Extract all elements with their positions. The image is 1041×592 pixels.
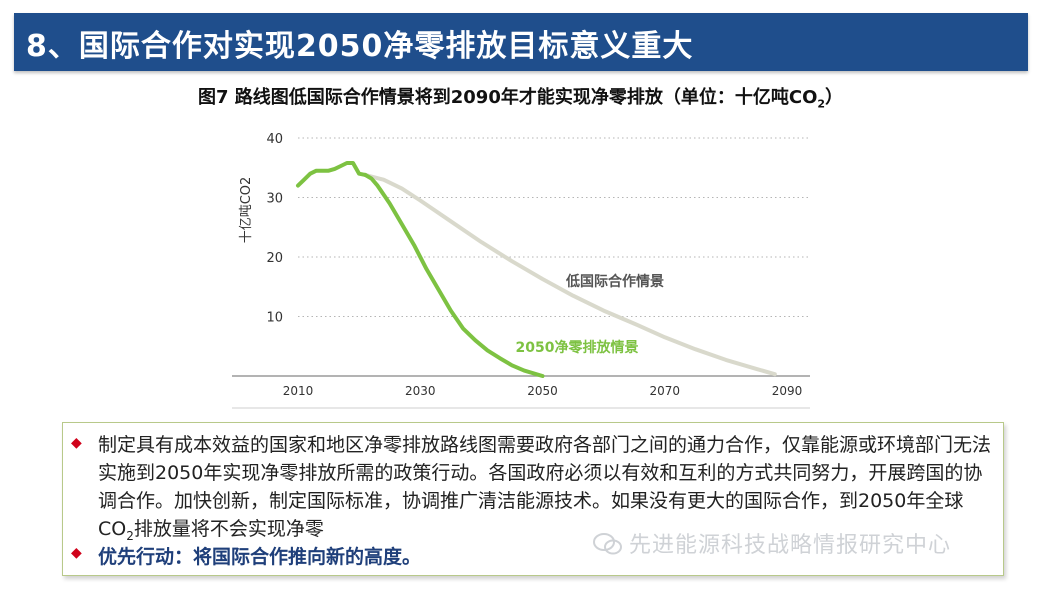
watermark: 先进能源科技战略情报研究中心 — [593, 527, 951, 559]
para-subscript: 2 — [126, 528, 134, 543]
wechat-icon — [593, 533, 622, 555]
x-tick-label: 2050 — [527, 384, 558, 398]
series-label-low-cooperation: 低国际合作情景 — [565, 273, 664, 290]
series-line-net-zero — [363, 172, 545, 378]
chart-gridlines — [298, 137, 810, 317]
caption-end: ） — [825, 87, 844, 108]
series-line-low-cooperation — [363, 172, 777, 377]
x-tick-label: 2070 — [649, 384, 680, 398]
notes-paragraph: 制定具有成本效益的国家和地区净零排放路线图需要政府各部门之间的通力合作，仅靠能源… — [98, 431, 998, 550]
y-tick-label: 40 — [266, 132, 283, 147]
series-label-net-zero: 2050净零排放情景 — [516, 339, 639, 356]
caption-main: 图7 路线图低国际合作情景将到2090年才能实现净零排放（单位：十亿吨CO — [197, 87, 818, 108]
figure-caption: 图7 路线图低国际合作情景将到2090年才能实现净零排放（单位：十亿吨CO2） — [0, 83, 1041, 111]
y-tick-labels: 10 20 30 40 — [266, 132, 283, 326]
x-tick-label: 2010 — [283, 384, 314, 398]
series-labels: 低国际合作情景 2050净零排放情景 — [516, 273, 664, 356]
para-part2: 排放量将不会实现净零 — [133, 518, 324, 540]
x-tick-label: 2030 — [405, 384, 436, 398]
x-tick-labels: 2010 2030 2050 2070 2090 — [283, 384, 803, 398]
y-tick-label: 30 — [266, 192, 283, 207]
caption-subscript: 2 — [817, 97, 826, 111]
priority-action: 优先行动：将国际合作推向新的高度。 — [98, 546, 422, 568]
series-line-history — [296, 161, 368, 188]
chart-series — [296, 161, 777, 378]
para-part1: 制定具有成本效益的国家和地区净零排放路线图需要政府各部门之间的通力合作，仅靠能源… — [98, 434, 992, 540]
watermark-text: 先进能源科技战略情报研究中心 — [629, 533, 952, 558]
notes-box: ◆ 制定具有成本效益的国家和地区净零排放路线图需要政府各部门之间的通力合作，仅靠… — [62, 422, 1004, 576]
page-title: 8、国际合作对实现2050净零排放目标意义重大 — [26, 29, 694, 64]
bullet-diamond-icon: ◆ — [71, 545, 82, 561]
y-tick-label: 20 — [266, 251, 283, 266]
header-bar: 8、国际合作对实现2050净零排放目标意义重大 — [14, 13, 1028, 71]
x-tick-label: 2090 — [772, 384, 803, 398]
bullet-diamond-icon: ◆ — [71, 435, 82, 451]
y-tick-label: 10 — [266, 311, 283, 326]
y-axis-label: 十亿吨CO2 — [239, 177, 254, 244]
